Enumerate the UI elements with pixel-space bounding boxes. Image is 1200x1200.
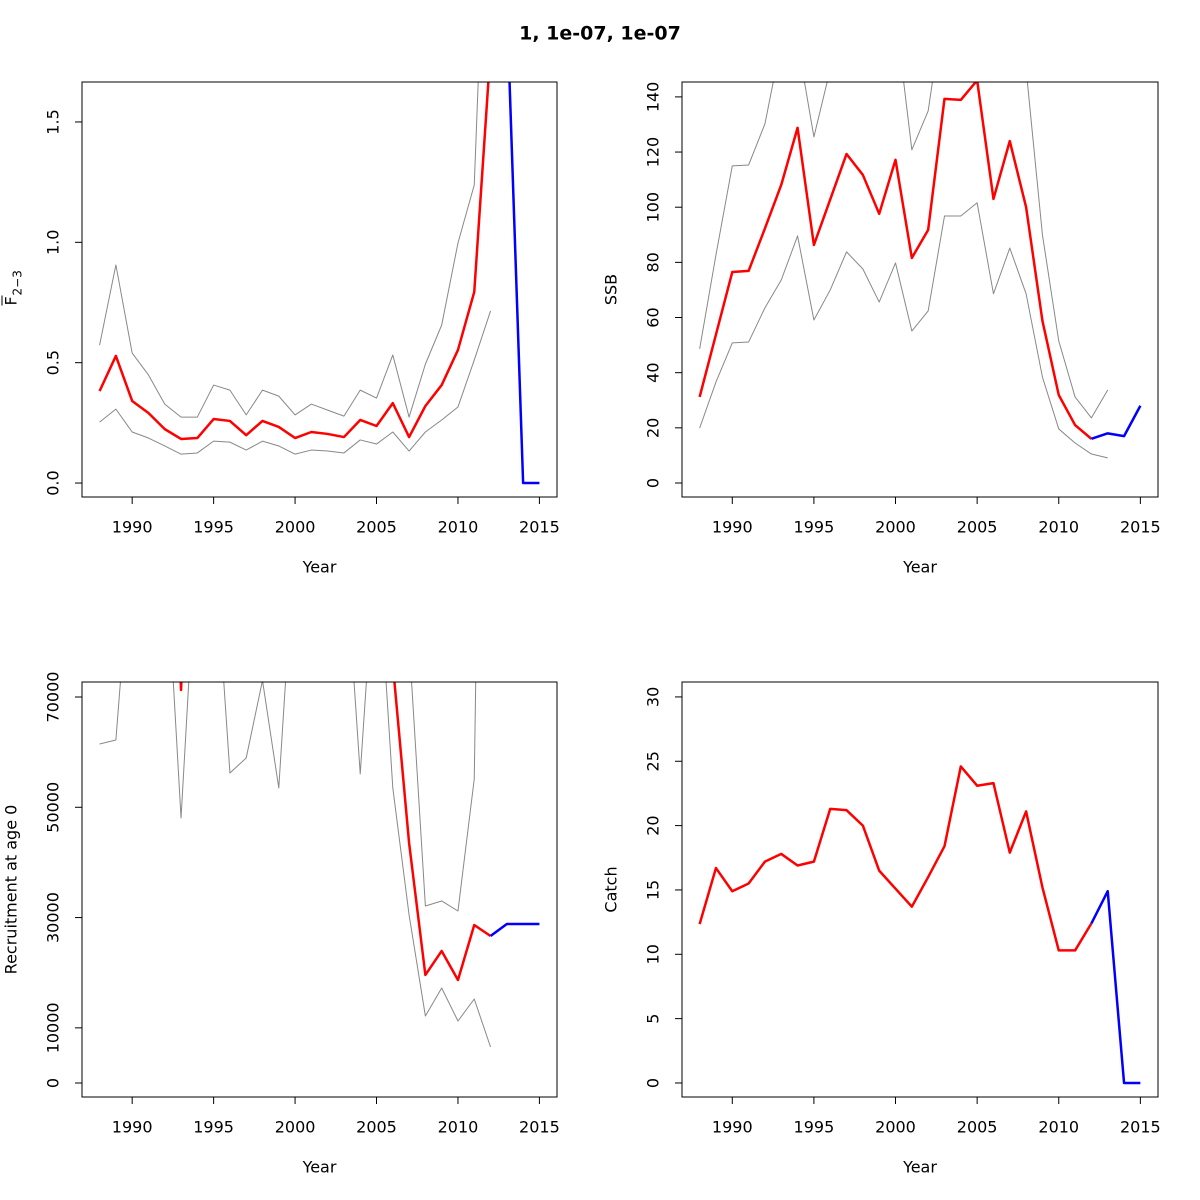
x-tick-label: 2005: [356, 1118, 397, 1137]
x-tick-label: 2005: [356, 518, 397, 537]
y-axis-label: Recruitment at age 0: [2, 805, 21, 975]
y-tick-label: 0: [44, 1078, 63, 1088]
y-axis-label-main: F: [2, 296, 21, 305]
x-tick-label: 2015: [1120, 518, 1161, 537]
x-tick-label: 1995: [794, 1118, 835, 1137]
y-tick-label: 50000: [44, 782, 63, 833]
x-tick-label: 2005: [957, 518, 998, 537]
y-tick-label: 140: [644, 82, 663, 113]
y-tick-label: 25: [644, 751, 663, 771]
x-tick-label: 1990: [712, 1118, 753, 1137]
y-tick-label: 60: [644, 307, 663, 327]
x-tick-label: 2000: [875, 518, 916, 537]
y-tick-label: 70000: [44, 672, 63, 723]
series-line: [98, 82, 490, 441]
y-tick-label: 40: [644, 362, 663, 382]
series-line: [411, 682, 477, 912]
y-tick-label: 0.5: [44, 350, 63, 375]
series-line: [99, 82, 479, 418]
series-line: [179, 682, 492, 982]
x-tick-label: 1990: [112, 518, 153, 537]
series-line: [698, 765, 1093, 952]
series-line: [1090, 889, 1141, 1085]
y-tick-label: 30: [644, 687, 663, 707]
series-line: [508, 82, 540, 485]
x-axis-label: Year: [902, 1158, 937, 1177]
y-tick-label: 20: [644, 418, 663, 438]
x-axis-label: Year: [902, 558, 937, 577]
x-tick-label: 1990: [712, 518, 753, 537]
x-tick-label: 1995: [193, 518, 234, 537]
x-tick-label: 2000: [275, 1118, 316, 1137]
chart-title: 1, 1e-07, 1e-07: [519, 23, 681, 45]
y-axis-label: Catch: [602, 866, 621, 912]
plot-area: [99, 682, 540, 1048]
y-tick-label: 10: [644, 944, 663, 964]
series-line: [489, 922, 540, 937]
y-tick-label: 0.0: [44, 470, 63, 495]
x-tick-label: 2010: [1038, 1118, 1079, 1137]
x-tick-label: 1990: [112, 1118, 153, 1137]
x-tick-label: 2000: [875, 1118, 916, 1137]
y-tick-label: 5: [644, 1014, 663, 1024]
x-tick-label: 2015: [1120, 1118, 1161, 1137]
x-tick-label: 2005: [957, 1118, 998, 1137]
y-axis-label: F2−3: [1, 270, 25, 306]
y-tick-label: 10000: [44, 1002, 63, 1053]
y-tick-label: 0: [644, 1078, 663, 1088]
x-tick-label: 2000: [275, 518, 316, 537]
y-tick-label: 1.0: [44, 230, 63, 255]
series-line: [699, 202, 1108, 459]
y-tick-label: 1.5: [44, 109, 63, 134]
plot-box: [81, 81, 558, 498]
series-line: [1091, 405, 1142, 441]
y-tick-label: 120: [644, 137, 663, 168]
x-axis-label: Year: [302, 558, 337, 577]
plot-area: [698, 82, 1142, 459]
y-axis-label-sub: 2−3: [11, 270, 25, 295]
y-axis-label: SSB: [602, 274, 621, 305]
plot-area: [98, 82, 540, 485]
x-tick-label: 2010: [438, 1118, 479, 1137]
y-tick-label: 20: [644, 815, 663, 835]
series-line: [699, 82, 1109, 419]
y-tick-label: 0: [644, 478, 663, 488]
x-tick-label: 2015: [519, 1118, 560, 1137]
y-tick-label: 80: [644, 252, 663, 272]
series-line: [99, 310, 492, 455]
x-tick-label: 2015: [519, 518, 560, 537]
y-tick-label: 30000: [44, 892, 63, 943]
x-tick-label: 1995: [193, 1118, 234, 1137]
series-line: [698, 82, 1093, 440]
x-axis-label: Year: [302, 1158, 337, 1177]
x-tick-label: 2010: [1038, 518, 1079, 537]
plot-area: [698, 765, 1141, 1085]
series-line: [99, 682, 492, 1048]
plot-box: [81, 681, 558, 1098]
y-tick-label: 15: [644, 880, 663, 900]
x-tick-label: 2010: [438, 518, 479, 537]
y-tick-label: 100: [644, 192, 663, 223]
x-tick-label: 1995: [794, 518, 835, 537]
